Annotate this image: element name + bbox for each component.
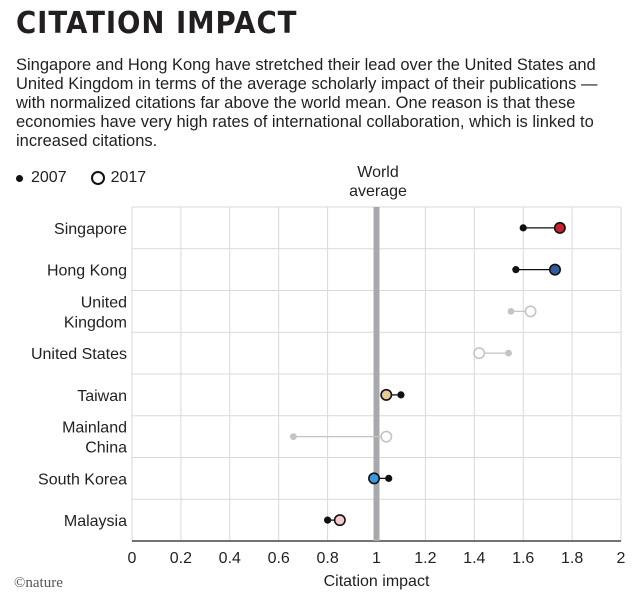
category-label: Taiwan xyxy=(77,388,127,405)
x-tick-label: 0.4 xyxy=(219,550,241,567)
point-2017 xyxy=(548,263,561,276)
category-label: Mainland xyxy=(62,420,127,437)
point-2017 xyxy=(553,221,566,234)
point-2017 xyxy=(368,472,381,485)
x-tick-label: 0.8 xyxy=(316,550,338,567)
point-2007 xyxy=(519,224,527,232)
credit-logo: ©nature xyxy=(14,575,63,591)
x-tick-label: 0 xyxy=(128,550,137,567)
chart-title: CITATION IMPACT xyxy=(16,6,298,41)
x-tick-label: 1.2 xyxy=(414,550,436,567)
point-2017 xyxy=(380,430,393,443)
category-label: China xyxy=(85,440,127,457)
category-label: Malaysia xyxy=(64,513,127,530)
point-2007 xyxy=(289,433,297,441)
x-tick-label: 1.6 xyxy=(512,550,534,567)
legend-label-2017: 2017 xyxy=(110,169,147,186)
point-2007 xyxy=(397,391,405,399)
x-tick-label: 1 xyxy=(372,550,381,567)
point-2007 xyxy=(505,349,512,357)
x-tick-label: 0.2 xyxy=(170,550,192,567)
chart-subtitle: Singapore and Hong Kong have stretched t… xyxy=(16,56,598,150)
category-label: United States xyxy=(31,346,127,363)
x-tick-label: 0.6 xyxy=(268,550,290,567)
point-2007 xyxy=(385,474,393,482)
point-2017 xyxy=(333,514,346,527)
legend-dot-2017-icon xyxy=(90,171,105,185)
legend-label-2007: 2007 xyxy=(31,169,67,186)
point-2017 xyxy=(524,305,537,318)
point-2007 xyxy=(324,516,332,524)
x-axis-label: Citation impact xyxy=(324,573,430,590)
x-tick-label: 2 xyxy=(617,550,626,567)
legend-item-2017: 2017 xyxy=(90,169,147,187)
legend-dot-2007-icon xyxy=(16,174,23,182)
category-label: Singapore xyxy=(54,221,127,238)
category-label: Hong Kong xyxy=(47,263,127,280)
point-2017 xyxy=(380,388,393,401)
legend: 2007 2017 xyxy=(16,169,170,187)
point-2007 xyxy=(512,266,520,274)
category-label: South Korea xyxy=(38,471,127,488)
point-2017 xyxy=(473,347,486,360)
category-label: United xyxy=(81,294,127,311)
point-2007 xyxy=(507,307,515,315)
x-tick-label: 1.4 xyxy=(463,550,485,567)
legend-item-2007: 2007 xyxy=(16,169,67,187)
category-label: Kingdom xyxy=(64,314,127,331)
x-tick-label: 1.8 xyxy=(561,550,583,567)
world-average-label: World average xyxy=(349,164,407,200)
